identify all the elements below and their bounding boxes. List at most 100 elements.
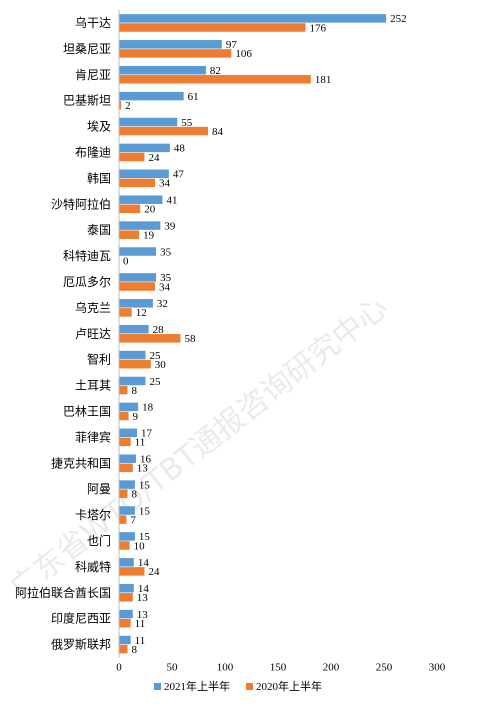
bar-series-2021h1: [119, 14, 387, 23]
bar-series-2020h1: [119, 437, 131, 447]
value-label: 12: [136, 307, 147, 319]
value-label: 8: [131, 644, 137, 656]
value-label: 11: [135, 635, 146, 647]
value-label: 25: [150, 350, 162, 362]
bar-series-2020h1: [119, 230, 140, 239]
category-label: 巴林王国: [63, 404, 111, 418]
value-label: 35: [160, 246, 172, 258]
bar-series-2020h1: [119, 463, 133, 473]
bar-series-2020h1: [119, 411, 129, 421]
bar-series-2021h1: [119, 558, 134, 567]
value-label: 34: [159, 178, 171, 190]
category-label: 巴基斯坦: [63, 94, 111, 108]
category-label: 沙特阿拉伯: [51, 196, 111, 211]
value-label: 176: [310, 22, 327, 34]
bar-series-2021h1: [119, 221, 161, 230]
bar-series-2020h1: [119, 282, 156, 291]
x-tick-label: 0: [116, 662, 122, 674]
value-labels: 2521769710682181612558448244734412039193…: [123, 13, 407, 656]
bar-series-2021h1: [119, 65, 206, 75]
bar-series-2021h1: [119, 402, 139, 412]
bar-series-2020h1: [119, 204, 141, 214]
x-tick-label: 50: [167, 662, 179, 674]
value-label: 24: [148, 152, 160, 164]
value-label: 41: [166, 194, 177, 206]
bar-series-2021h1: [119, 324, 149, 334]
bar-series-2021h1: [119, 169, 169, 179]
bar-series-2021h1: [119, 350, 146, 360]
category-label: 韩国: [87, 170, 111, 185]
category-label: 菲律宾: [75, 429, 111, 444]
value-label: 15: [139, 479, 151, 491]
category-label: 捷克共和国: [51, 456, 111, 470]
bar-series-2021h1: [119, 532, 135, 541]
legend-label: 2020年上半年: [256, 679, 322, 693]
bar-series-2020h1: [119, 49, 232, 58]
bar-series-2021h1: [119, 91, 184, 101]
bar-series-2021h1: [119, 428, 138, 438]
category-label: 俄罗斯联邦: [51, 638, 111, 652]
legend-label: 2021年上半年: [164, 679, 230, 693]
category-label: 阿拉伯联合酋长国: [15, 585, 111, 600]
watermark: 广东省WTO/TBT通报咨询研究中心: [3, 290, 394, 606]
value-label: 32: [157, 298, 168, 310]
x-tick-label: 200: [323, 662, 340, 674]
category-label: 科威特: [75, 559, 111, 574]
bar-series-2020h1: [119, 593, 133, 602]
value-label: 20: [144, 204, 156, 216]
x-tick-label: 250: [376, 662, 393, 674]
value-label: 24: [148, 566, 160, 578]
value-label: 16: [140, 453, 152, 465]
value-label: 7: [130, 514, 136, 526]
bar-series-2020h1: [119, 178, 156, 188]
value-label: 8: [131, 385, 137, 397]
category-label: 卡塔尔: [75, 507, 111, 522]
bar-series-2020h1: [119, 541, 130, 550]
category-label: 科特迪瓦: [63, 248, 111, 263]
legend: 2021年上半年 2020年上半年: [154, 679, 322, 693]
category-label: 埃及: [87, 120, 111, 134]
value-label: 14: [138, 557, 150, 569]
value-label: 34: [159, 281, 171, 293]
bar-series-2020h1: [119, 567, 145, 576]
legend-swatch: [246, 683, 253, 690]
bar-series-2021h1: [119, 195, 163, 204]
category-label: 智利: [87, 352, 111, 367]
bar-series-2020h1: [119, 618, 131, 628]
bar-series-2021h1: [119, 117, 178, 127]
bar-series-2021h1: [119, 506, 135, 515]
value-label: 13: [137, 592, 149, 604]
x-tick-label: 100: [217, 662, 234, 674]
watermark-text: 广东省WTO/TBT通报咨询研究中心: [3, 290, 394, 606]
value-label: 11: [135, 437, 146, 449]
value-label: 19: [143, 229, 155, 241]
value-label: 35: [160, 272, 172, 284]
bar-series-2021h1: [119, 454, 136, 463]
category-label: 卢旺达: [75, 326, 111, 341]
value-label: 84: [212, 126, 224, 138]
value-label: 58: [184, 333, 196, 345]
bar-series-2021h1: [119, 143, 170, 153]
bar-series-2021h1: [119, 376, 146, 386]
value-label: 10: [134, 540, 146, 552]
bars-group: [119, 14, 387, 654]
value-label: 82: [210, 65, 221, 77]
value-label: 39: [164, 220, 176, 232]
bar-series-2021h1: [119, 583, 134, 593]
value-label: 25: [150, 376, 162, 388]
category-label: 印度尼西亚: [51, 611, 111, 626]
bar-series-2021h1: [119, 635, 131, 645]
category-label: 阿曼: [87, 482, 111, 496]
value-label: 17: [141, 428, 153, 440]
value-label: 47: [173, 169, 185, 181]
bar-series-2021h1: [119, 609, 133, 619]
value-label: 252: [390, 13, 407, 25]
value-label: 18: [142, 402, 154, 414]
bar-series-2020h1: [119, 152, 145, 162]
bar-series-2020h1: [119, 100, 122, 110]
value-label: 0: [123, 255, 129, 267]
category-label: 土耳其: [75, 379, 111, 393]
category-label: 乌干达: [75, 15, 111, 30]
value-label: 61: [188, 91, 199, 103]
value-label: 28: [153, 324, 165, 336]
